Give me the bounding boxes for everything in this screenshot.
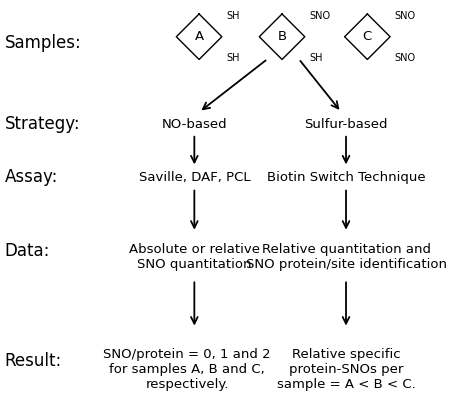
Text: B: B [277, 30, 287, 43]
Text: Relative specific
protein-SNOs per
sample = A < B < C.: Relative specific protein-SNOs per sampl… [277, 348, 415, 391]
Text: SNO: SNO [395, 11, 416, 21]
Text: SH: SH [227, 53, 240, 63]
Text: Relative quantitation and
SNO protein/site identification: Relative quantitation and SNO protein/si… [246, 243, 447, 271]
Text: Biotin Switch Technique: Biotin Switch Technique [267, 171, 425, 184]
Text: Result:: Result: [5, 352, 62, 370]
Text: SNO: SNO [310, 11, 331, 21]
Text: Saville, DAF, PCL: Saville, DAF, PCL [138, 171, 250, 184]
Text: C: C [363, 30, 372, 43]
Text: Absolute or relative
SNO quantitation: Absolute or relative SNO quantitation [129, 243, 260, 271]
Text: A: A [194, 30, 204, 43]
Text: Assay:: Assay: [5, 169, 58, 186]
Text: Data:: Data: [5, 242, 50, 260]
Text: SNO: SNO [395, 53, 416, 63]
Text: SNO/protein = 0, 1 and 2
for samples A, B and C,
respectively.: SNO/protein = 0, 1 and 2 for samples A, … [103, 348, 271, 391]
Text: Samples:: Samples: [5, 34, 82, 52]
Text: Sulfur-based: Sulfur-based [304, 118, 388, 131]
Text: Strategy:: Strategy: [5, 115, 81, 133]
Text: SH: SH [227, 11, 240, 21]
Text: SH: SH [310, 53, 323, 63]
Text: NO-based: NO-based [162, 118, 227, 131]
